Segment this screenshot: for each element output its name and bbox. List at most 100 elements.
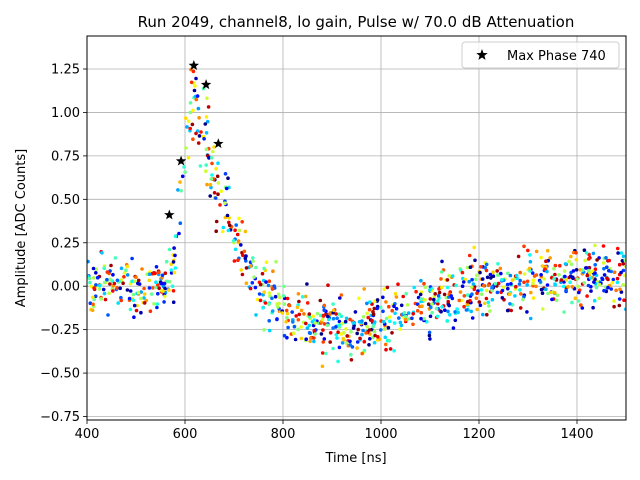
data-point (525, 310, 529, 314)
data-point (383, 335, 388, 340)
data-point (499, 271, 503, 276)
data-point (236, 239, 241, 243)
data-point (291, 331, 296, 336)
data-point (614, 288, 618, 293)
data-point (91, 266, 96, 271)
data-point (488, 272, 493, 277)
data-point (558, 263, 562, 268)
data-point (396, 282, 400, 287)
data-point (366, 315, 371, 320)
data-point (378, 305, 383, 310)
data-point (361, 314, 366, 319)
data-point (594, 285, 599, 290)
data-point (489, 276, 493, 280)
data-point (270, 296, 274, 301)
data-point (322, 337, 327, 341)
data-point (575, 277, 579, 281)
data-point (119, 298, 123, 303)
data-point (548, 256, 552, 260)
data-point (479, 292, 484, 297)
data-point (221, 225, 226, 230)
data-point (496, 262, 500, 266)
data-point (171, 289, 176, 293)
data-point (331, 346, 335, 351)
data-point (531, 281, 535, 286)
data-point (602, 273, 607, 277)
data-point (566, 284, 570, 289)
data-point (585, 273, 590, 278)
data-point (177, 231, 181, 236)
data-point (488, 309, 492, 313)
data-point (91, 295, 95, 300)
data-point (462, 304, 466, 309)
data-point (567, 259, 571, 264)
data-point (500, 288, 505, 293)
data-point (318, 298, 323, 303)
data-point (470, 316, 475, 320)
data-point (453, 318, 458, 323)
data-point (328, 331, 333, 335)
data-point (394, 295, 399, 299)
data-point (106, 313, 110, 317)
data-point (522, 295, 526, 299)
data-point (262, 328, 266, 332)
data-point (296, 327, 300, 332)
data-point (514, 284, 518, 289)
data-point (378, 337, 382, 342)
data-point (196, 106, 201, 111)
data-point (360, 351, 365, 356)
data-point (134, 308, 139, 313)
data-point (290, 310, 295, 314)
data-point (466, 299, 470, 304)
data-point (218, 203, 222, 207)
data-point (507, 292, 512, 297)
data-point (526, 248, 530, 253)
data-point (337, 312, 342, 317)
data-point (509, 308, 513, 313)
data-point (564, 278, 569, 282)
data-point (300, 295, 305, 299)
data-point (215, 174, 220, 179)
data-point (381, 295, 385, 300)
data-point (321, 314, 326, 318)
data-point (107, 291, 111, 296)
data-point (188, 126, 192, 131)
data-point (205, 182, 209, 187)
legend-star-glyph (476, 49, 488, 60)
data-point (606, 285, 610, 290)
data-point (220, 229, 225, 234)
data-point (122, 275, 126, 279)
data-point (326, 314, 330, 319)
data-point (148, 309, 153, 314)
data-point (382, 327, 387, 332)
data-point (388, 319, 392, 324)
data-point (479, 288, 484, 292)
data-point (561, 284, 566, 289)
data-point (404, 291, 409, 296)
max-phase-markers (164, 60, 224, 220)
data-point (255, 297, 260, 302)
data-point (384, 347, 388, 352)
data-point (621, 254, 626, 259)
data-point (589, 289, 593, 293)
data-point (142, 301, 147, 305)
data-point (436, 299, 440, 303)
data-point (302, 312, 306, 316)
data-point (362, 339, 367, 344)
data-point (420, 304, 424, 309)
data-point (365, 311, 369, 316)
data-point (312, 328, 317, 333)
data-point (508, 302, 512, 306)
data-point (99, 297, 103, 301)
data-point (91, 276, 96, 280)
data-point (429, 305, 433, 310)
data-point (486, 300, 491, 305)
data-point (361, 328, 365, 333)
data-point (142, 286, 146, 291)
data-point (574, 268, 579, 272)
data-point (231, 239, 236, 243)
data-point (108, 277, 112, 282)
data-point (210, 161, 214, 166)
data-point (465, 293, 470, 297)
data-point (495, 290, 500, 295)
